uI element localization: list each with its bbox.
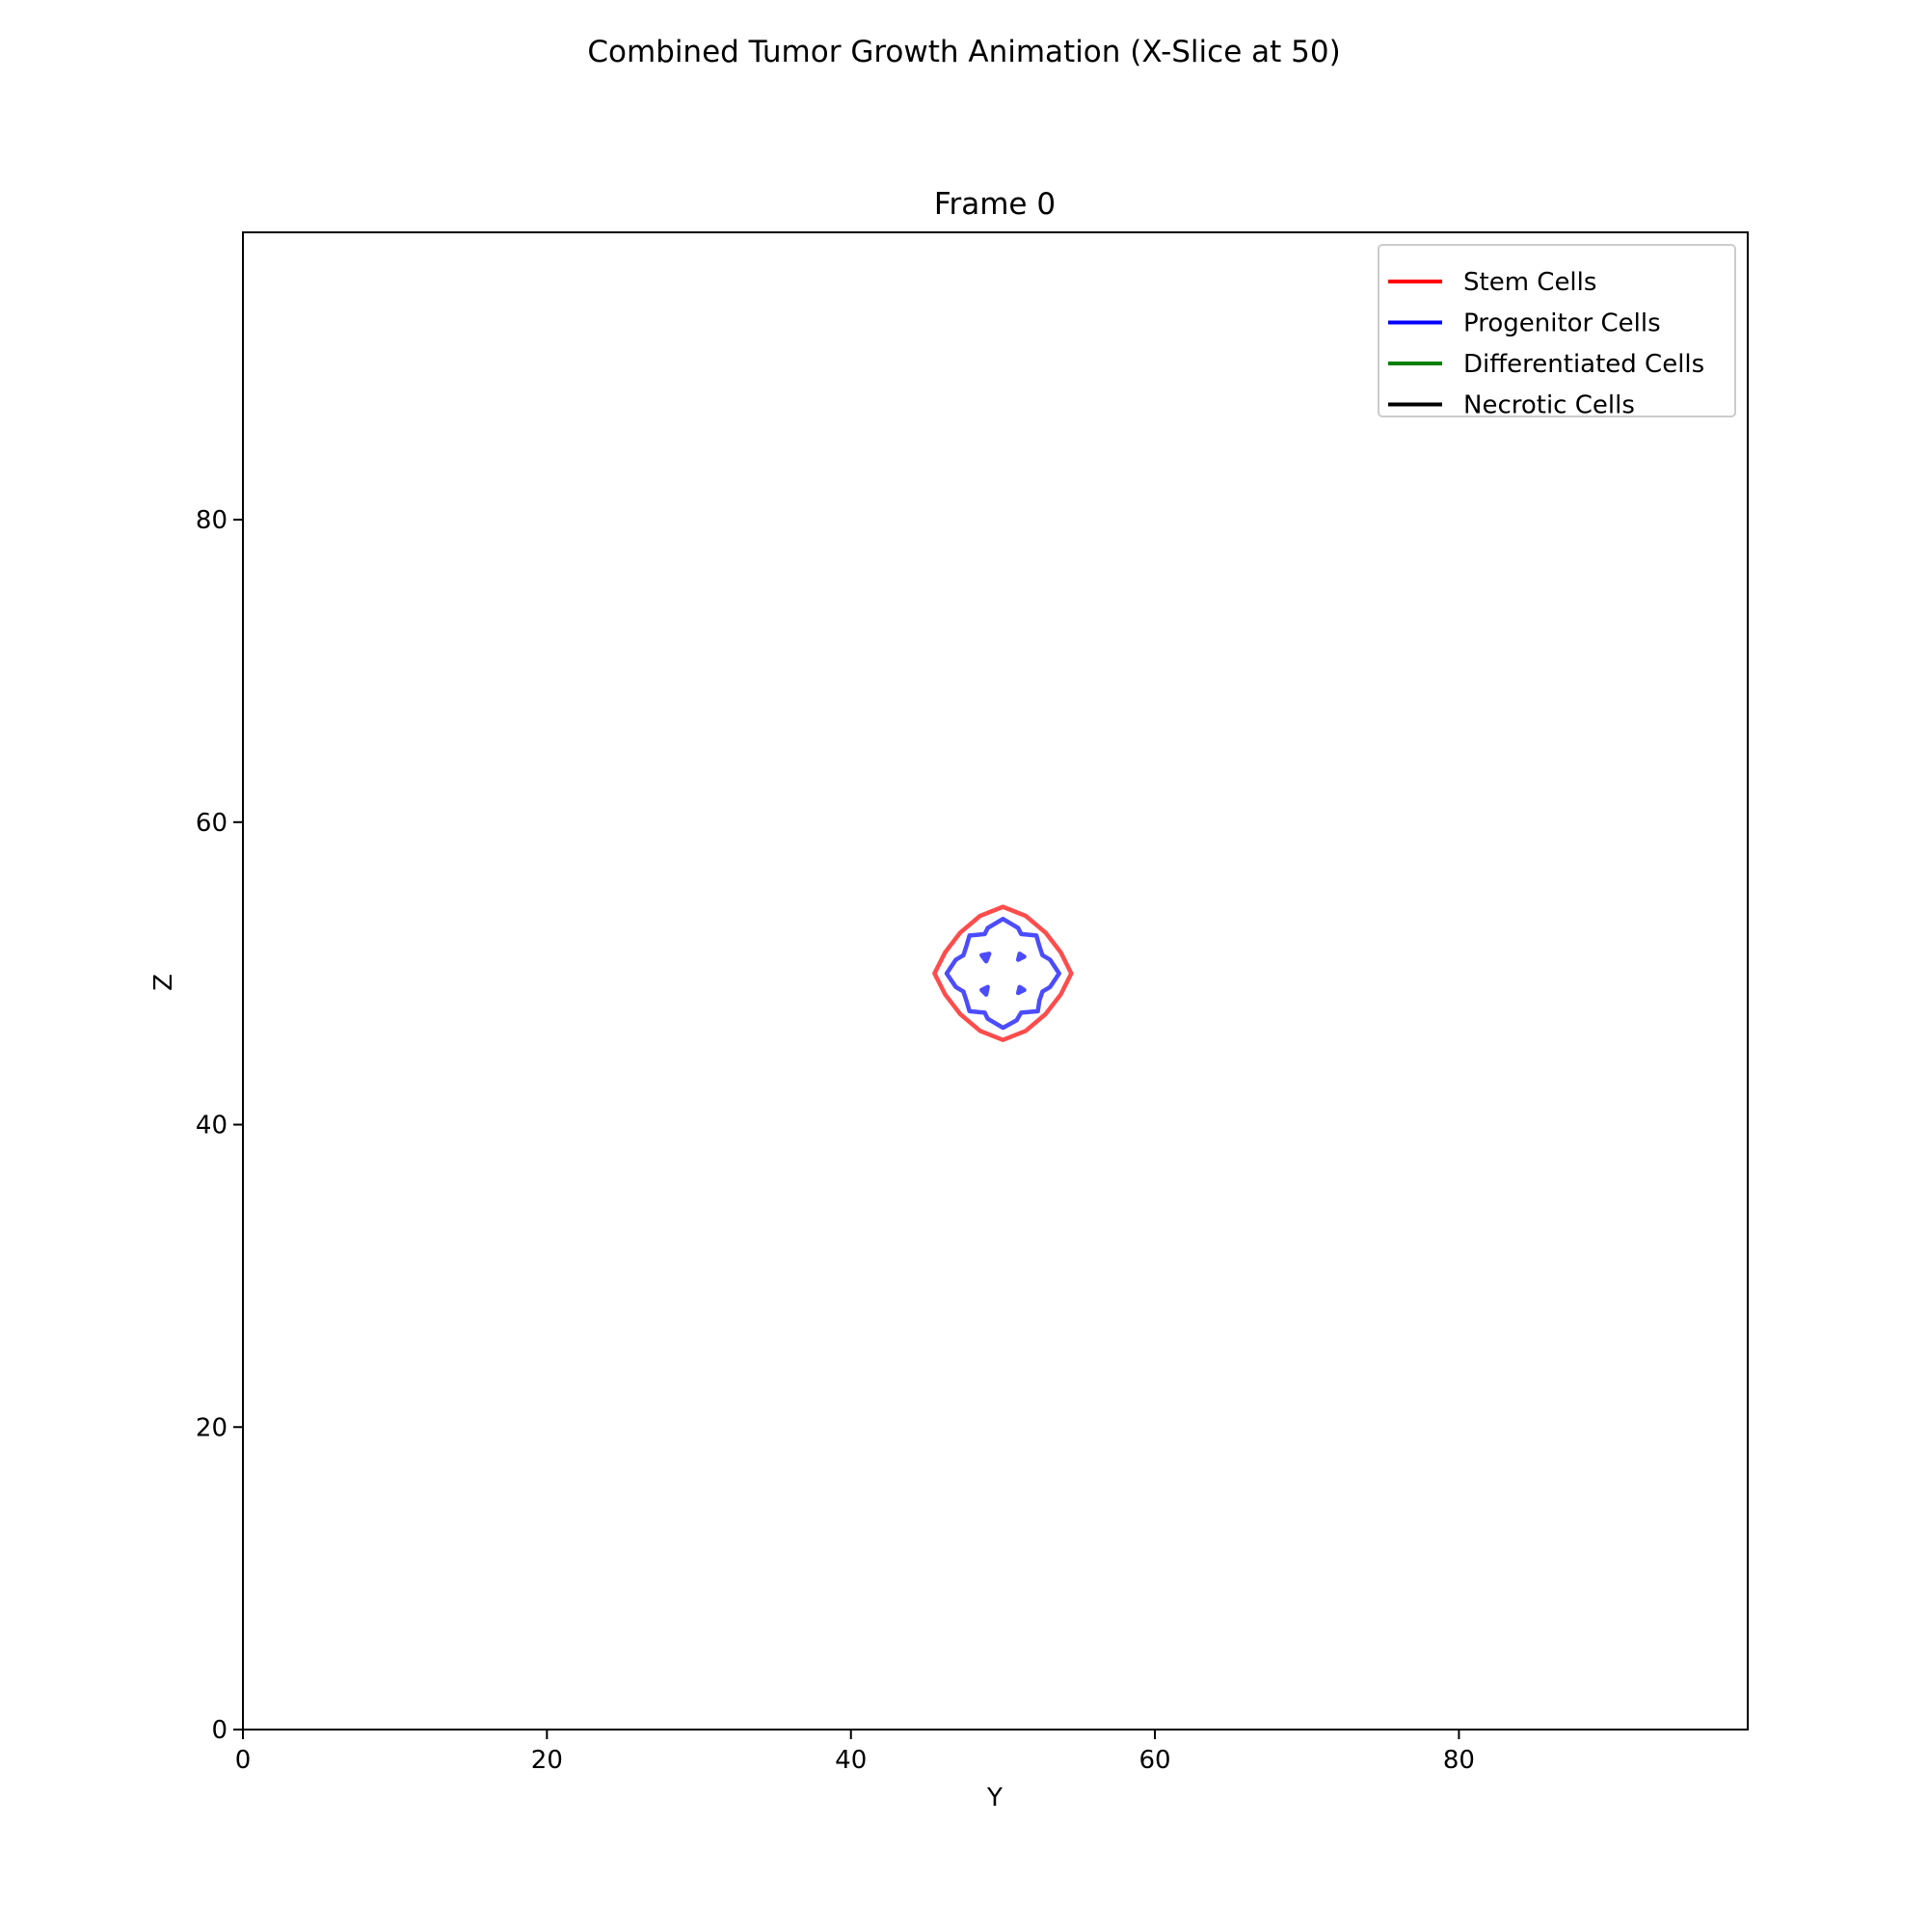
contour-progenitor-cells-0: [944, 916, 1061, 1031]
contour-layer: [932, 904, 1074, 1042]
x-tick-label-20: 20: [531, 1746, 563, 1775]
x-tick-label-80: 80: [1443, 1746, 1475, 1775]
legend-box: [1378, 244, 1736, 417]
contour-group: [932, 904, 1074, 1042]
axes: 0 20 40 60 80 0 20 40 60 80: [196, 231, 1749, 1775]
y-axis-label: Z: [149, 974, 178, 991]
figure-suptitle: Combined Tumor Growth Animation (X-Slice…: [587, 35, 1340, 69]
plot-frame: [242, 231, 1749, 1731]
legend-label-necrotic-cells: Necrotic Cells: [1463, 391, 1635, 420]
contour-progenitor-cells-2: [1015, 952, 1027, 962]
y-tick-label-40: 40: [196, 1112, 228, 1140]
y-tick-label-80: 80: [196, 506, 228, 535]
contour-stem-cells-0: [932, 904, 1074, 1042]
y-tick-label-0: 0: [211, 1716, 228, 1745]
legend-label-progenitor-cells: Progenitor Cells: [1463, 309, 1661, 338]
x-axis-label: Y: [986, 1784, 1003, 1812]
contour-progenitor-cells-4: [1015, 984, 1027, 996]
chart-title: Frame 0: [934, 187, 1056, 222]
contour-progenitor-cells-1: [979, 952, 992, 964]
y-tick-label-60: 60: [196, 809, 228, 838]
x-tick-label-0: 0: [235, 1746, 252, 1775]
legend: Stem Cells Progenitor Cells Differentiated…: [1378, 244, 1736, 420]
legend-label-stem-cells: Stem Cells: [1463, 268, 1596, 297]
x-tick-label-60: 60: [1139, 1746, 1171, 1775]
y-tick-label-20: 20: [196, 1413, 228, 1442]
legend-label-differentiated-cells: Differentiated Cells: [1463, 350, 1704, 379]
x-tick-label-40: 40: [835, 1746, 867, 1775]
contour-progenitor-cells-3: [979, 984, 990, 997]
